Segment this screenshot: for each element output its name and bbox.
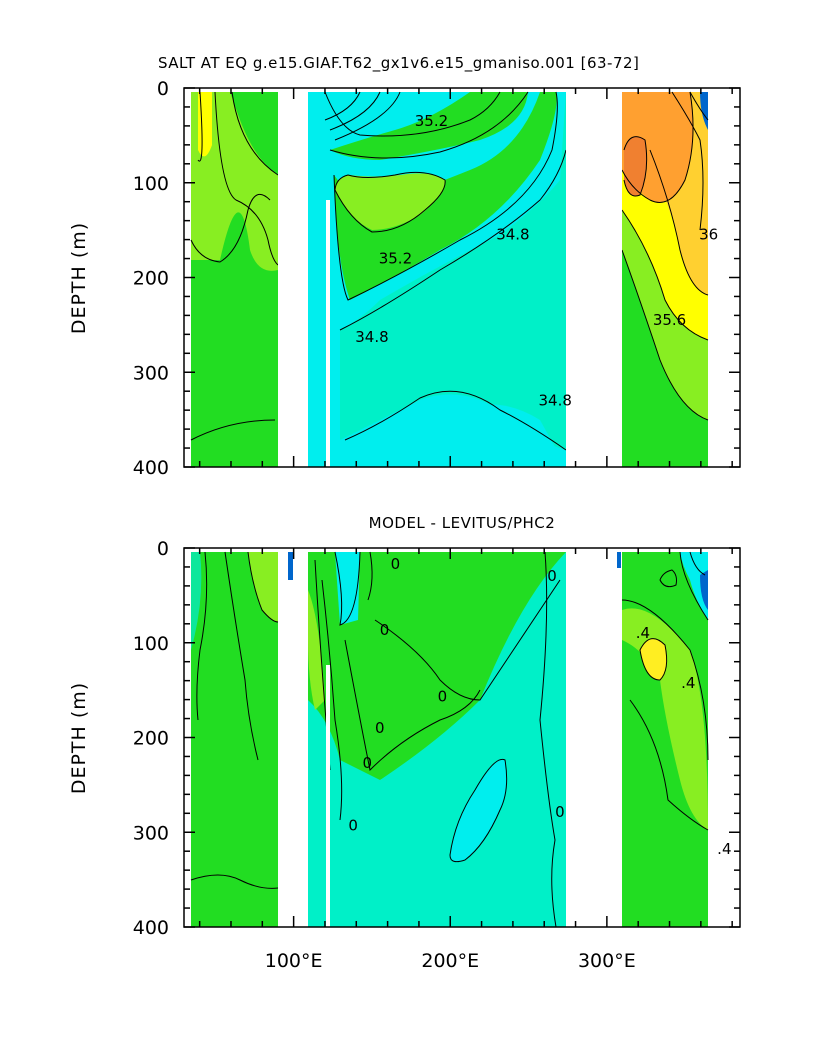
panel1-title: SALT AT EQ g.e15.GIAF.T62_gx1v6.e15_gman… [158,54,639,73]
contour-label: 36 [699,226,718,244]
panel1-fill [191,92,708,467]
p1-east-darkorange [624,136,647,196]
contour-label: 0 [391,555,401,573]
p2-blue-spot-1 [288,552,293,580]
p2-gap-1 [278,548,308,927]
p2-west-cyan [191,552,202,650]
p1-west-yellow [198,92,212,157]
panel2-ytick-labels: 0 100 200 300 400 [133,538,169,939]
p2-gap-2 [566,548,622,927]
panel1-ytick-labels: 0 100 200 300 400 [133,78,169,479]
contour-label: 0 [362,754,372,772]
p1-east-blue [700,92,708,130]
x-tick-label: 200°E [421,950,479,972]
y-tick-label: 100 [133,173,169,195]
y-tick-label: 0 [157,78,169,100]
contour-label: 35.6 [653,311,686,329]
panel1-ylabel: DEPTH (m) [68,222,90,334]
contour-label: 0 [375,719,385,737]
p2-pacific-green [308,552,566,780]
p1-gap-2 [566,88,622,467]
p2-east-blue [700,570,708,610]
panel1-contours [190,91,709,451]
contour-label: 35.2 [415,112,448,130]
p1-pacific-green [330,92,557,300]
p2-west-lightgreen [248,552,278,622]
contour-label: 34.8 [355,328,388,346]
p2-pacific-lightgreen [308,590,325,710]
contour-label: 0 [380,621,390,639]
p1-gap-1 [278,88,308,467]
panel2-title: MODEL - LEVITUS/PHC2 [369,514,556,532]
p2-gap-narrow [326,665,330,927]
contour-label: 34.8 [496,226,529,244]
panel-salt: SALT AT EQ g.e15.GIAF.T62_gx1v6.e15_gman… [68,54,741,479]
y-tick-label: 0 [157,538,169,560]
y-tick-label: 100 [133,633,169,655]
y-tick-label: 300 [133,822,169,844]
contour-label: 34.8 [538,391,571,409]
p2-east-lightgreen [622,608,708,830]
p2-blue-spot-2 [617,552,621,568]
p1-west-shade [230,92,278,175]
y-tick-label: 400 [133,917,169,939]
x-tick-label: 300°E [578,950,636,972]
p1-gap-narrow [326,200,330,467]
panel2-ylabel: DEPTH (m) [68,682,90,794]
y-tick-label: 200 [133,728,169,750]
contour-label: .4 [681,674,695,692]
contour-label: 0 [555,803,565,821]
p2-east-yellow [640,638,667,680]
contour-label: 0 [438,687,448,705]
y-tick-label: 300 [133,362,169,384]
contour-label: .4 [636,624,650,642]
y-tick-label: 200 [133,268,169,290]
p2-east-cyan [680,552,708,620]
panel2-fill [191,552,708,927]
y-tick-label: 400 [133,457,169,479]
panel-diff: MODEL - LEVITUS/PHC2 [68,514,741,972]
contour-label: 0 [348,816,358,834]
contour-label: .4 [717,840,731,858]
panel2-ticks [184,547,740,928]
p1-pacific-aqua [308,92,566,450]
panel2-xtick-labels: 100°E 200°E 300°E [265,950,636,972]
panel1-ticks [184,87,740,468]
panel2-contours [190,551,709,927]
panel1-clabels: 35.2 35.2 34.8 34.8 34.8 36 35.6 [355,112,718,410]
x-tick-label: 100°E [265,950,323,972]
contour-label: 0 [547,567,557,585]
contour-label: 35.2 [379,249,412,267]
p2-pacific-cyan-blob [450,759,507,862]
